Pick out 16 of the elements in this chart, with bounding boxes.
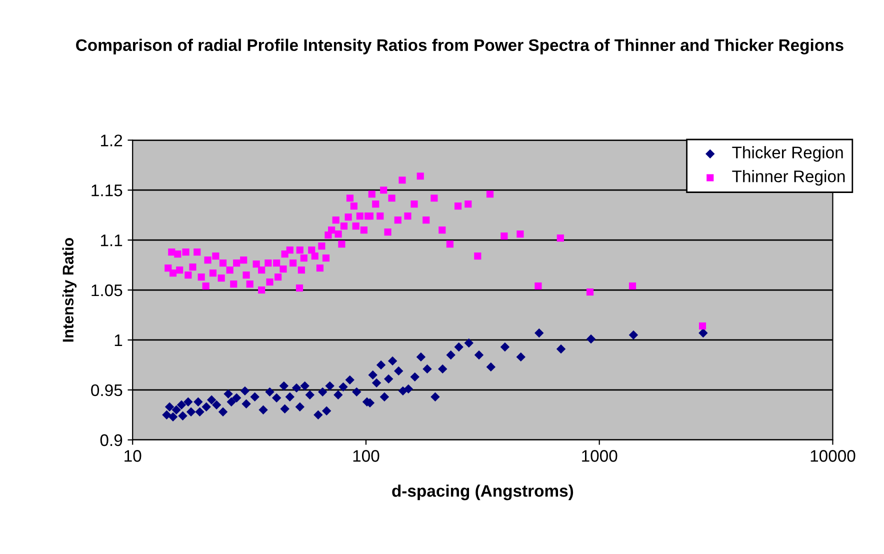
y-tick-label: 1.2 <box>100 134 122 146</box>
y-tick-label: 1 <box>114 334 122 346</box>
legend-label: Thinner Region <box>732 170 845 186</box>
y-tick-label: 1.05 <box>92 284 122 296</box>
x-tick-label: 10 <box>124 450 142 462</box>
y-tick-label: 0.9 <box>100 434 122 446</box>
y-tick-label: 1.15 <box>92 184 122 196</box>
x-tick-label: 100 <box>353 450 380 462</box>
y-tick-label: 1.1 <box>100 234 122 246</box>
x-tick-label: 10000 <box>810 450 856 462</box>
legend-label: Thicker Region <box>732 146 843 162</box>
x-tick-label: 1000 <box>582 450 618 462</box>
chart-title: Comparison of radial Profile Intensity Ratios from Power Spectra of Thinner and Thicker Regions <box>76 38 844 54</box>
y-axis-title: Intensity Ratio <box>62 238 77 342</box>
y-tick-label: 0.95 <box>91 384 122 396</box>
x-axis-title: d-spacing (Angstroms) <box>392 484 574 500</box>
